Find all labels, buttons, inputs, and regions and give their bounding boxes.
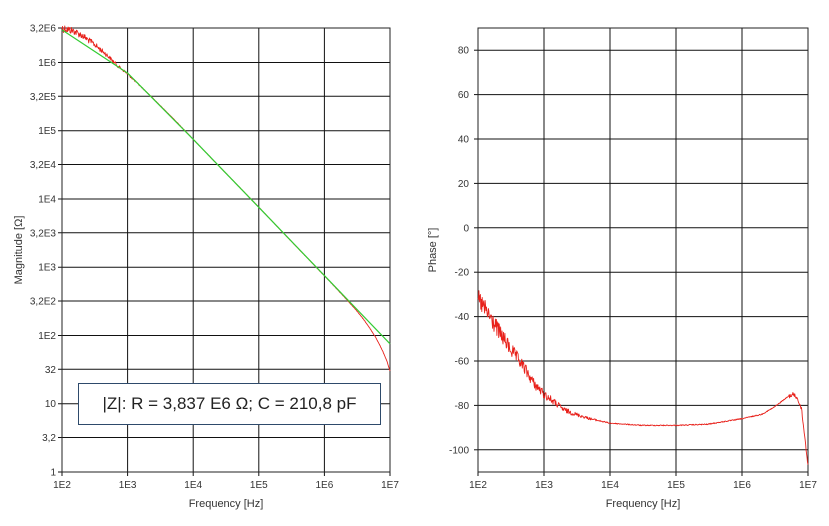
magnitude-ytick-label: 3,2E4	[30, 160, 57, 171]
magnitude-ytick-label: 3,2E2	[30, 297, 57, 308]
phase-measured-line	[477, 290, 809, 465]
phase-xtick-label: 1E6	[733, 480, 751, 491]
phase-ytick-label: 60	[458, 90, 470, 101]
phase-ytick-label: -20	[455, 268, 470, 279]
magnitude-ytick-label: 32	[45, 365, 57, 376]
phase-ytick-label: -100	[449, 445, 469, 456]
magnitude-plot-frame	[61, 27, 391, 473]
magnitude-ytick-label: 3,2E6	[30, 24, 57, 35]
magnitude-xtick-label: 1E4	[184, 480, 202, 491]
phase-ytick-label: -80	[455, 401, 470, 412]
magnitude-xtick-label: 1E3	[119, 480, 137, 491]
phase-ytick-label: -60	[455, 357, 470, 368]
magnitude-x-axis-label: Frequency [Hz]	[189, 498, 264, 510]
phase-xtick-label: 1E4	[601, 480, 619, 491]
magnitude-xtick-label: 1E2	[53, 480, 71, 491]
magnitude-ytick-label: 1E6	[38, 58, 56, 69]
magnitude-ytick-label: 1E2	[38, 331, 56, 342]
phase-x-axis-label: Frequency [Hz]	[606, 498, 681, 510]
fit-result-box: |Z|: R = 3,837 E6 Ω; C = 210,8 pF	[78, 383, 381, 425]
phase-xtick-label: 1E5	[667, 480, 685, 491]
magnitude-xtick-label: 1E5	[250, 480, 268, 491]
magnitude-ytick-label: 1E3	[38, 263, 56, 274]
magnitude-xtick-label: 1E7	[381, 480, 399, 491]
magnitude-fit-line	[61, 29, 391, 345]
magnitude-y-axis-label: Magnitude [Ω]	[13, 216, 25, 285]
phase-xtick-label: 1E2	[469, 480, 487, 491]
magnitude-ytick-label: 1E5	[38, 126, 56, 137]
magnitude-xtick-label: 1E6	[316, 480, 334, 491]
magnitude-ytick-label: 1E4	[38, 194, 56, 205]
magnitude-ytick-label: 10	[45, 399, 57, 410]
phase-plot-frame	[477, 27, 809, 473]
magnitude-ytick-label: 3,2E3	[30, 228, 57, 239]
magnitude-ytick-label: 3,2	[42, 433, 56, 444]
phase-ytick-label: 80	[458, 46, 470, 57]
phase-xtick-label: 1E3	[535, 480, 553, 491]
phase-ytick-label: 40	[458, 135, 470, 146]
phase-ytick-label: -40	[455, 312, 470, 323]
fit-result-text: |Z|: R = 3,837 E6 Ω; C = 210,8 pF	[102, 394, 357, 413]
phase-xtick-label: 1E7	[799, 480, 817, 491]
phase-ytick-label: 20	[458, 179, 470, 190]
phase-ytick-label: 0	[463, 223, 469, 234]
magnitude-ytick-label: 1	[50, 468, 56, 479]
magnitude-ytick-label: 3,2E5	[30, 92, 57, 103]
phase-y-axis-label: Phase [°]	[427, 228, 439, 273]
